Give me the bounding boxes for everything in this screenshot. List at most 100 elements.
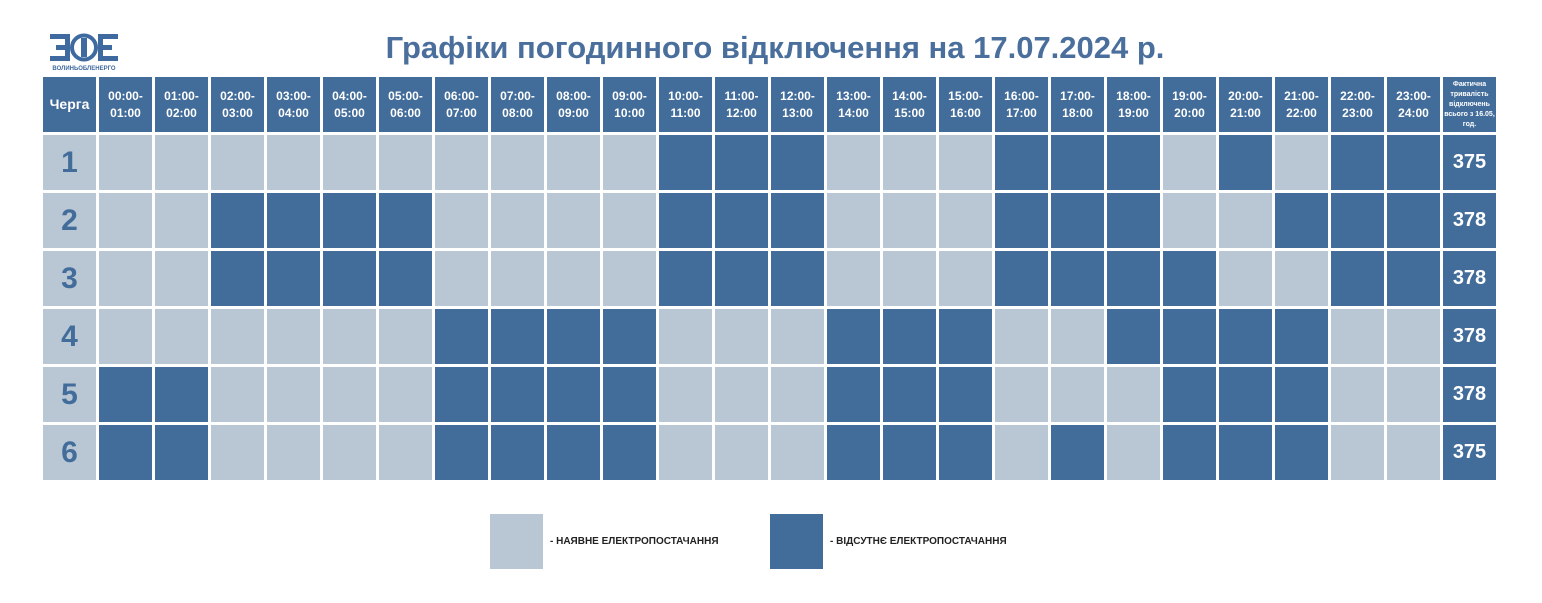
hour-cell-power-off (995, 193, 1048, 248)
hour-cell-power-on (99, 251, 152, 306)
hour-cell-power-on (939, 251, 992, 306)
page-title: Графіки погодинного відключення на 17.07… (385, 30, 1165, 65)
hour-cell-power-off (211, 251, 264, 306)
legend-label-power-off: - ВІДСУТНЄ ЕЛЕКТРОПОСТАЧАННЯ (830, 536, 1007, 547)
legend-label-power-on: - НАЯВНЕ ЕЛЕКТРОПОСТАЧАННЯ (550, 536, 719, 547)
hour-cell-power-off (1107, 135, 1160, 190)
hour-cell-power-on (379, 425, 432, 480)
hour-cell-power-on (939, 135, 992, 190)
total-duration: 375 (1443, 135, 1496, 190)
hour-cell-power-off (715, 193, 768, 248)
hour-cell-power-on (715, 425, 768, 480)
queue-number: 6 (43, 425, 96, 480)
hour-cell-power-off (1275, 425, 1328, 480)
hour-header: 09:00-10:00 (603, 77, 656, 132)
hour-cell-power-on (659, 309, 712, 364)
hour-cell-power-off (491, 309, 544, 364)
hour-cell-power-on (323, 309, 376, 364)
hour-cell-power-off (323, 193, 376, 248)
hour-cell-power-off (1387, 251, 1440, 306)
hour-header: 08:00-09:00 (547, 77, 600, 132)
hour-cell-power-on (883, 135, 936, 190)
hour-cell-power-on (379, 135, 432, 190)
hour-cell-power-off (155, 425, 208, 480)
queue-number: 5 (43, 367, 96, 422)
hour-cell-power-on (1331, 309, 1384, 364)
hour-cell-power-off (155, 367, 208, 422)
hour-cell-power-on (603, 193, 656, 248)
hour-header: 14:00-15:00 (883, 77, 936, 132)
hour-cell-power-on (1275, 135, 1328, 190)
svg-text:ВОЛИНЬОБЛЕНЕРГО: ВОЛИНЬОБЛЕНЕРГО (52, 66, 115, 72)
hour-cell-power-off (1051, 251, 1104, 306)
hour-cell-power-off (827, 425, 880, 480)
hour-cell-power-on (1331, 425, 1384, 480)
hour-header: 15:00-16:00 (939, 77, 992, 132)
hour-cell-power-on (827, 193, 880, 248)
hour-cell-power-off (547, 309, 600, 364)
hour-cell-power-on (827, 135, 880, 190)
hour-cell-power-on (1331, 367, 1384, 422)
hour-cell-power-on (1163, 193, 1216, 248)
hour-cell-power-on (771, 367, 824, 422)
hour-cell-power-off (1163, 425, 1216, 480)
hour-cell-power-off (659, 193, 712, 248)
queue-row: 2 378 (43, 193, 1496, 248)
hour-cell-power-off (827, 367, 880, 422)
company-logo: ВОЛИНЬОБЛЕНЕРГО (50, 33, 118, 72)
hour-cell-power-on (1051, 367, 1104, 422)
hour-cell-power-on (603, 251, 656, 306)
hour-cell-power-on (1107, 367, 1160, 422)
hour-cell-power-off (1387, 193, 1440, 248)
queue-row: 6 375 (43, 425, 1496, 480)
hour-cell-power-on (603, 135, 656, 190)
hour-cell-power-off (883, 367, 936, 422)
queue-row: 1 375 (43, 135, 1496, 190)
queue-row: 5 378 (43, 367, 1496, 422)
hour-cell-power-on (771, 425, 824, 480)
total-duration: 375 (1443, 425, 1496, 480)
hour-cell-power-on (211, 367, 264, 422)
hour-cell-power-on (99, 309, 152, 364)
queue-number: 2 (43, 193, 96, 248)
hour-header: 01:00-02:00 (155, 77, 208, 132)
hour-cell-power-off (99, 425, 152, 480)
hour-cell-power-off (939, 367, 992, 422)
queue-number: 4 (43, 309, 96, 364)
hour-header: 12:00-13:00 (771, 77, 824, 132)
hour-header: 16:00-17:00 (995, 77, 1048, 132)
hour-header: 23:00-24:00 (1387, 77, 1440, 132)
hour-cell-power-off (1219, 135, 1272, 190)
hour-cell-power-on (211, 135, 264, 190)
hour-cell-power-off (1219, 425, 1272, 480)
hour-header: 11:00-12:00 (715, 77, 768, 132)
hour-header: 21:00-22:00 (1275, 77, 1328, 132)
hour-cell-power-off (323, 251, 376, 306)
hour-cell-power-on (155, 135, 208, 190)
hour-cell-power-off (1107, 193, 1160, 248)
hour-header: 03:00-04:00 (267, 77, 320, 132)
hour-header: 10:00-11:00 (659, 77, 712, 132)
hour-cell-power-off (1051, 135, 1104, 190)
hour-cell-power-off (379, 193, 432, 248)
hour-cell-power-off (771, 251, 824, 306)
hour-cell-power-off (883, 425, 936, 480)
hour-cell-power-off (1219, 367, 1272, 422)
outage-schedule-table: Черга 00:00-01:00 01:00-02:00 02:00-03:00 0… (40, 74, 1499, 483)
hour-cell-power-off (715, 135, 768, 190)
hour-cell-power-on (1387, 367, 1440, 422)
hour-cell-power-on (211, 309, 264, 364)
hour-cell-power-on (659, 425, 712, 480)
hour-header: 13:00-14:00 (827, 77, 880, 132)
queue-row: 3 378 (43, 251, 1496, 306)
hour-cell-power-on (1163, 135, 1216, 190)
hour-cell-power-on (491, 193, 544, 248)
hour-cell-power-on (939, 193, 992, 248)
hour-cell-power-off (99, 367, 152, 422)
hour-cell-power-on (547, 251, 600, 306)
hour-cell-power-on (379, 367, 432, 422)
hour-header: 19:00-20:00 (1163, 77, 1216, 132)
hour-cell-power-on (771, 309, 824, 364)
hour-cell-power-off (659, 251, 712, 306)
hour-cell-power-off (883, 309, 936, 364)
